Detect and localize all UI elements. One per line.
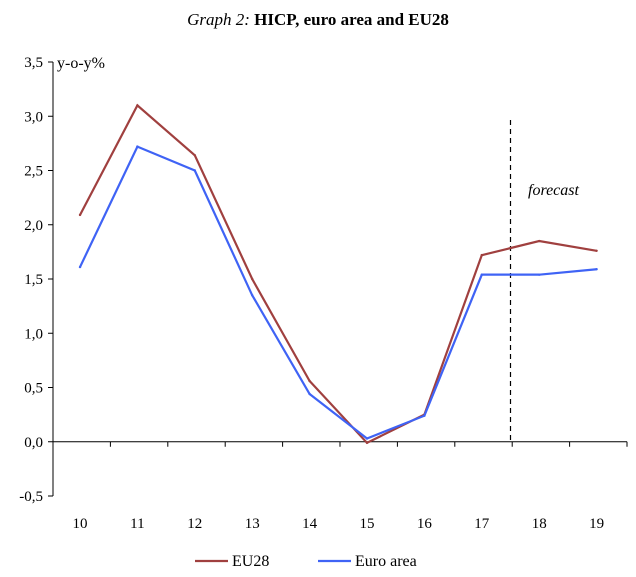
data-point: [595, 249, 598, 252]
legend-label: EU28: [232, 553, 269, 570]
data-point: [595, 268, 598, 271]
x-tick-label: 17: [474, 516, 490, 532]
chart-title-prefix: Graph 2:: [187, 10, 250, 29]
chart-title-main: HICP, euro area and EU28: [254, 10, 449, 29]
x-tick-label: 16: [417, 516, 433, 532]
data-point: [365, 441, 369, 445]
data-point: [423, 414, 426, 417]
legend-label: Euro area: [355, 553, 417, 570]
y-tick-label: 2,5: [24, 164, 43, 180]
series-line-eu28: [79, 103, 597, 445]
data-point: [193, 154, 196, 157]
x-tick-label: 14: [302, 516, 318, 532]
data-point: [365, 437, 369, 440]
data-point: [538, 239, 541, 243]
y-tick-label: 1,5: [24, 272, 43, 288]
chart-title: Graph 2: HICP, euro area and EU28: [0, 10, 636, 30]
forecast-label: forecast: [528, 182, 580, 199]
y-tick-label: 3,0: [24, 109, 43, 125]
data-point: [538, 273, 541, 276]
y-tick-label: 1,0: [24, 326, 43, 342]
data-point: [308, 392, 311, 396]
data-point: [480, 253, 483, 257]
series-line-euro-area: [79, 145, 597, 440]
y-tick-label: 0,5: [24, 381, 43, 397]
x-tick-label: 10: [73, 516, 88, 532]
data-point: [480, 273, 483, 276]
data-point: [136, 104, 139, 107]
data-point: [136, 145, 139, 148]
data-point: [78, 265, 82, 269]
y-tick-label: 3,5: [24, 55, 43, 71]
data-point: [251, 294, 254, 297]
x-tick-label: 18: [532, 516, 547, 532]
x-tick-label: 13: [245, 516, 260, 532]
data-point: [78, 213, 82, 217]
x-tick-label: 12: [187, 516, 202, 532]
data-point: [251, 277, 254, 281]
data-point: [193, 169, 196, 172]
y-tick-label: 2,0: [24, 218, 43, 234]
y-tick-label: -0,5: [19, 489, 43, 505]
y-tick-label: 0,0: [24, 435, 43, 451]
y-axis-label: y-o-y%: [57, 55, 105, 72]
x-tick-label: 19: [589, 516, 604, 532]
x-tick-label: 15: [360, 516, 375, 532]
x-tick-label: 11: [130, 516, 144, 532]
data-point: [308, 379, 311, 383]
